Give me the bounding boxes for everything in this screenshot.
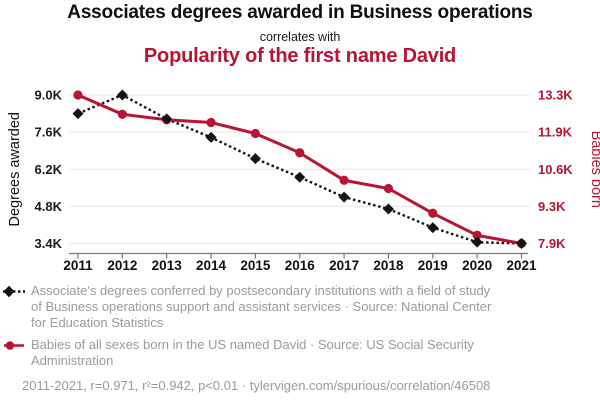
diamond-marker	[471, 236, 483, 248]
solid-circle-series-icon	[4, 341, 24, 350]
x-axis-year-label: 2019	[418, 258, 448, 273]
left-axis-tick-label: 6.2K	[35, 162, 63, 177]
x-axis-year-label: 2018	[373, 258, 404, 273]
right-axis-tick-label: 9.3K	[538, 199, 566, 214]
left-axis-title: Degrees awarded	[7, 112, 23, 226]
circle-marker	[339, 175, 349, 185]
x-axis-year-label: 2015	[240, 258, 271, 273]
x-axis-year-label: 2021	[506, 258, 537, 273]
diamond-marker	[205, 131, 217, 143]
circle-marker	[428, 208, 438, 218]
footer-stats: 2011-2021, r=0.971, r²=0.942, p<0.01 · t…	[22, 378, 491, 393]
circle-marker	[117, 109, 127, 119]
x-axis-year-label: 2016	[285, 258, 316, 273]
x-axis-year-label: 2011	[63, 258, 93, 273]
circle-marker	[206, 117, 216, 128]
x-axis-year-label: 2012	[107, 258, 137, 273]
legend-item-babies-label: Babies of all sexes born in the US named…	[31, 337, 474, 368]
legend: Associate's degrees conferred by postsec…	[2, 283, 501, 375]
diamond-marker	[72, 108, 84, 120]
degrees-series-line	[77, 93, 522, 245]
diamond-marker	[516, 238, 527, 249]
legend-item-degrees-label: Associate's degrees conferred by postsec…	[31, 283, 492, 330]
left-axis-tick-label: 9.0K	[35, 88, 63, 103]
circle-marker	[250, 128, 260, 139]
x-axis-year-label: 2013	[152, 258, 183, 273]
secondary-title: Popularity of the first name David	[143, 45, 457, 67]
diamond-marker	[249, 153, 261, 165]
legend-item-degrees: Associate's degrees conferred by postsec…	[2, 283, 501, 331]
right-axis-tick-label: 11.9K	[538, 125, 573, 140]
left-axis-tick-label: 7.6K	[35, 125, 63, 140]
diamond-marker	[338, 191, 350, 203]
diamond-marker	[116, 89, 128, 101]
right-axis-tick-label: 10.6K	[538, 162, 573, 177]
circle-marker	[73, 90, 83, 100]
circle-marker	[295, 148, 305, 158]
page-title: Associates degrees awarded in Business o…	[67, 2, 533, 23]
right-axis-tick-label: 7.9K	[538, 236, 566, 251]
left-axis-tick-label: 3.4K	[35, 236, 63, 251]
right-axis-title: Babies born	[588, 131, 600, 208]
legend-item-babies: Babies of all sexes born in the US named…	[2, 337, 501, 369]
x-axis-year-label: 2014	[196, 258, 227, 273]
x-axis-year-label: 2017	[329, 258, 359, 273]
right-axis-tick-label: 13.3K	[538, 88, 573, 103]
diamond-marker	[382, 203, 394, 215]
diamond-marker	[294, 171, 306, 183]
dotted-diamond-series-icon	[3, 285, 25, 298]
diamond-marker	[161, 113, 173, 125]
circle-marker	[472, 230, 482, 240]
circle-marker	[383, 183, 394, 194]
x-axis-year-label: 2020	[462, 258, 492, 273]
correlates-with-text: correlates with	[259, 30, 341, 44]
left-axis-tick-label: 4.8K	[35, 199, 63, 214]
diamond-marker	[427, 222, 439, 234]
degrees-series-markers	[72, 89, 527, 249]
